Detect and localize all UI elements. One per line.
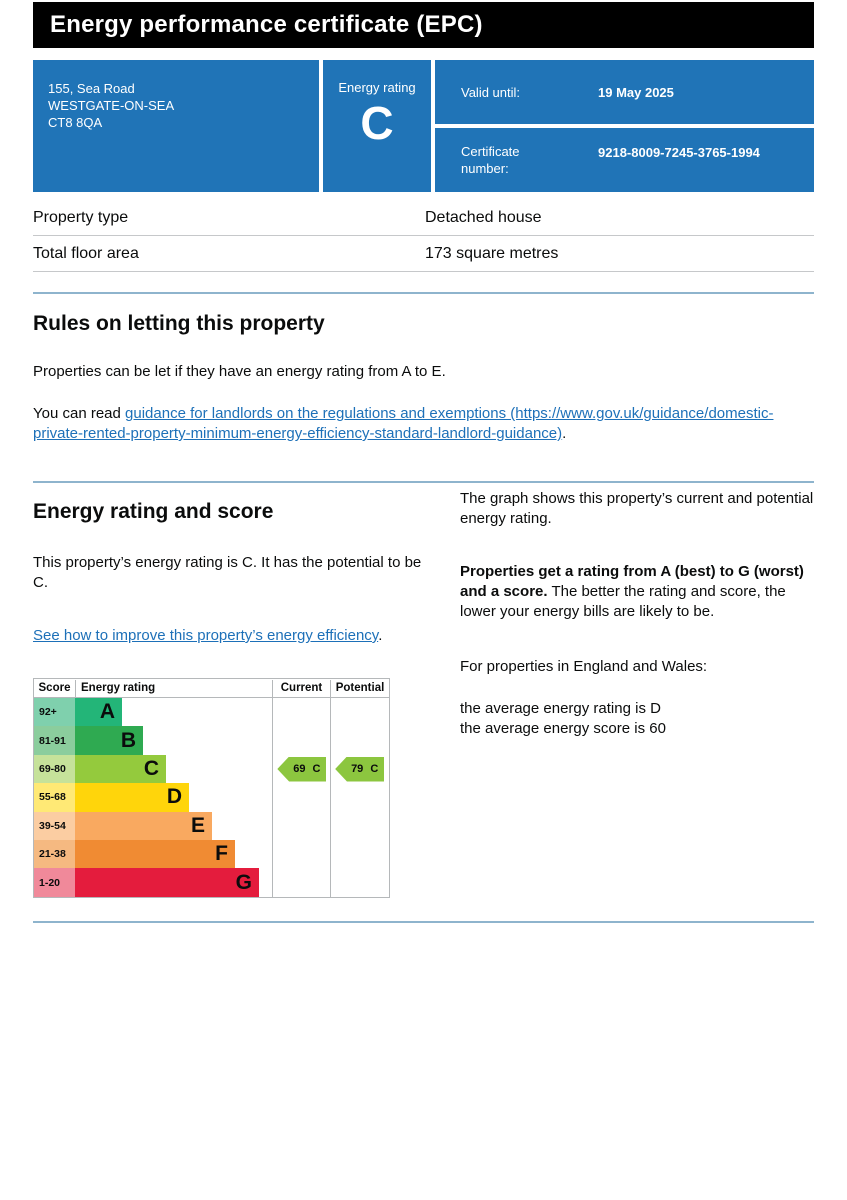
band-bar-c: C (75, 754, 166, 784)
rating-explanation-bold: Properties get a rating from A (best) to… (460, 563, 804, 600)
landlord-guidance-link[interactable]: guidance for landlords on the regulation… (33, 405, 774, 442)
section-divider (33, 481, 814, 483)
epc-band-row: 92+ A (34, 698, 272, 727)
chart-column-score: Score (38, 682, 71, 694)
epc-current-marker: 69 C (277, 756, 327, 782)
epc-band-row: 55-68 D (34, 783, 272, 812)
epc-chart-header: Score Energy rating Current Potential (34, 679, 389, 698)
section-divider (33, 921, 814, 923)
epc-band-row: 81-91 B (34, 726, 272, 755)
band-bar-f: F (75, 840, 235, 869)
epc-chart-body: 92+ A 81-91 B 69-80 C 55-68 D 39-54 E 21-38 F 1-20 G … (34, 698, 389, 897)
epc-current-column: 69 C (272, 698, 330, 897)
rating-section-right-column: The graph shows this property’s current … (460, 483, 814, 898)
chart-column-potential: Potential (330, 679, 389, 697)
epc-band-row: 39-54 E (34, 811, 272, 841)
marker-score: 79 (351, 763, 364, 776)
marker-score: 69 (293, 763, 306, 776)
band-bar-d: D (75, 783, 189, 812)
epc-potential-marker: 79 C (335, 756, 385, 782)
certificate-number-label: Certificate number: (461, 144, 520, 176)
rules-link-suffix: . (562, 425, 567, 442)
address-line-3: CT8 8QA (48, 115, 103, 130)
address-line-2: WESTGATE-ON-SEA (48, 98, 175, 113)
band-score-range: 1-20 (34, 868, 75, 897)
property-facts: Property type Detached house Total floor… (33, 200, 814, 272)
address-line-1: 155, Sea Road (48, 81, 135, 96)
floor-area-value: 173 square metres (425, 245, 559, 262)
rating-section-heading: Energy rating and score (33, 500, 274, 523)
epc-potential-column: 79 C (330, 698, 389, 897)
rating-summary-paragraph: This property’s energy rating is C. It h… (33, 554, 422, 591)
certificate-number-value: 9218-8009-7245-3765-1994 (598, 144, 760, 160)
chart-column-current: Current (272, 679, 330, 697)
epc-bands-column: 92+ A 81-91 B 69-80 C 55-68 D 39-54 E 21-38 F 1-20 G (34, 698, 272, 897)
valid-until-row: Valid until: 19 May 2025 (435, 60, 814, 124)
valid-until-label: Valid until: (461, 84, 521, 100)
rules-section-heading: Rules on letting this property (33, 312, 325, 335)
band-bar-a: A (75, 698, 122, 727)
averages-paragraph: the average energy rating is D the avera… (460, 699, 814, 739)
epc-band-row: 21-38 F (34, 840, 272, 869)
rules-link-paragraph: You can read guidance for landlords on t… (33, 404, 814, 444)
property-type-label: Property type (33, 209, 129, 226)
table-row: Property type Detached house (33, 200, 814, 236)
band-score-range: 39-54 (34, 811, 75, 841)
property-type-value: Detached house (425, 209, 542, 226)
validity-panel: Valid until: 19 May 2025 Certificate num… (435, 60, 814, 192)
energy-rating-panel: Energy rating C (323, 60, 431, 192)
marker-letter: C (312, 763, 321, 776)
marker-letter: C (370, 763, 379, 776)
floor-area-label: Total floor area (33, 245, 139, 262)
band-score-range: 21-38 (34, 840, 75, 869)
rules-paragraph: Properties can be let if they have an en… (33, 363, 446, 380)
epc-band-row: 1-20 G (34, 868, 272, 897)
band-bar-g: G (75, 868, 259, 897)
rules-link-prefix: You can read (33, 405, 126, 422)
graph-description-paragraph: The graph shows this property’s current … (460, 490, 814, 527)
address-panel: 155, Sea Road WESTGATE-ON-SEA CT8 8QA (33, 60, 319, 192)
band-bar-b: B (75, 726, 143, 755)
rating-explanation-paragraph: Properties get a rating from A (best) to… (460, 562, 814, 622)
chart-column-energy-rating: Energy rating (75, 679, 272, 697)
epc-band-row: 69-80 C (34, 754, 272, 784)
average-score-line: the average energy score is 60 (460, 720, 666, 737)
band-score-range: 69-80 (34, 754, 75, 784)
improve-link-suffix: . (378, 627, 383, 644)
table-row: Total floor area 173 square metres (33, 236, 814, 272)
energy-rating-letter: C (360, 97, 394, 149)
band-score-range: 81-91 (34, 726, 75, 755)
rating-section: Energy rating and score This property’s … (33, 483, 814, 898)
improve-link-paragraph: See how to improve this property’s energ… (33, 626, 425, 646)
band-bar-e: E (75, 811, 212, 841)
title-bar: Energy performance certificate (EPC) (33, 2, 814, 48)
rating-explanation-rest: The better the rating and score, the low… (460, 583, 786, 620)
certificate-number-row: Certificate number: 9218-8009-7245-3765-… (435, 128, 814, 192)
england-wales-paragraph: For properties in England and Wales: (460, 658, 708, 675)
summary-panels: 155, Sea Road WESTGATE-ON-SEA CT8 8QA En… (33, 60, 814, 192)
page-title: Energy performance certificate (EPC) (50, 11, 483, 38)
section-divider (33, 292, 814, 294)
improve-efficiency-link[interactable]: See how to improve this property’s energ… (33, 627, 379, 644)
epc-document: Energy performance certificate (EPC) 155… (33, 2, 814, 923)
average-rating-line: the average energy rating is D (460, 700, 661, 717)
band-score-range: 55-68 (34, 783, 75, 812)
rating-section-left-column: Energy rating and score This property’s … (33, 483, 460, 898)
valid-until-value: 19 May 2025 (598, 84, 674, 100)
band-score-range: 92+ (34, 698, 75, 727)
epc-chart: Score Energy rating Current Potential 92… (33, 678, 390, 898)
energy-rating-label: Energy rating (338, 80, 416, 95)
